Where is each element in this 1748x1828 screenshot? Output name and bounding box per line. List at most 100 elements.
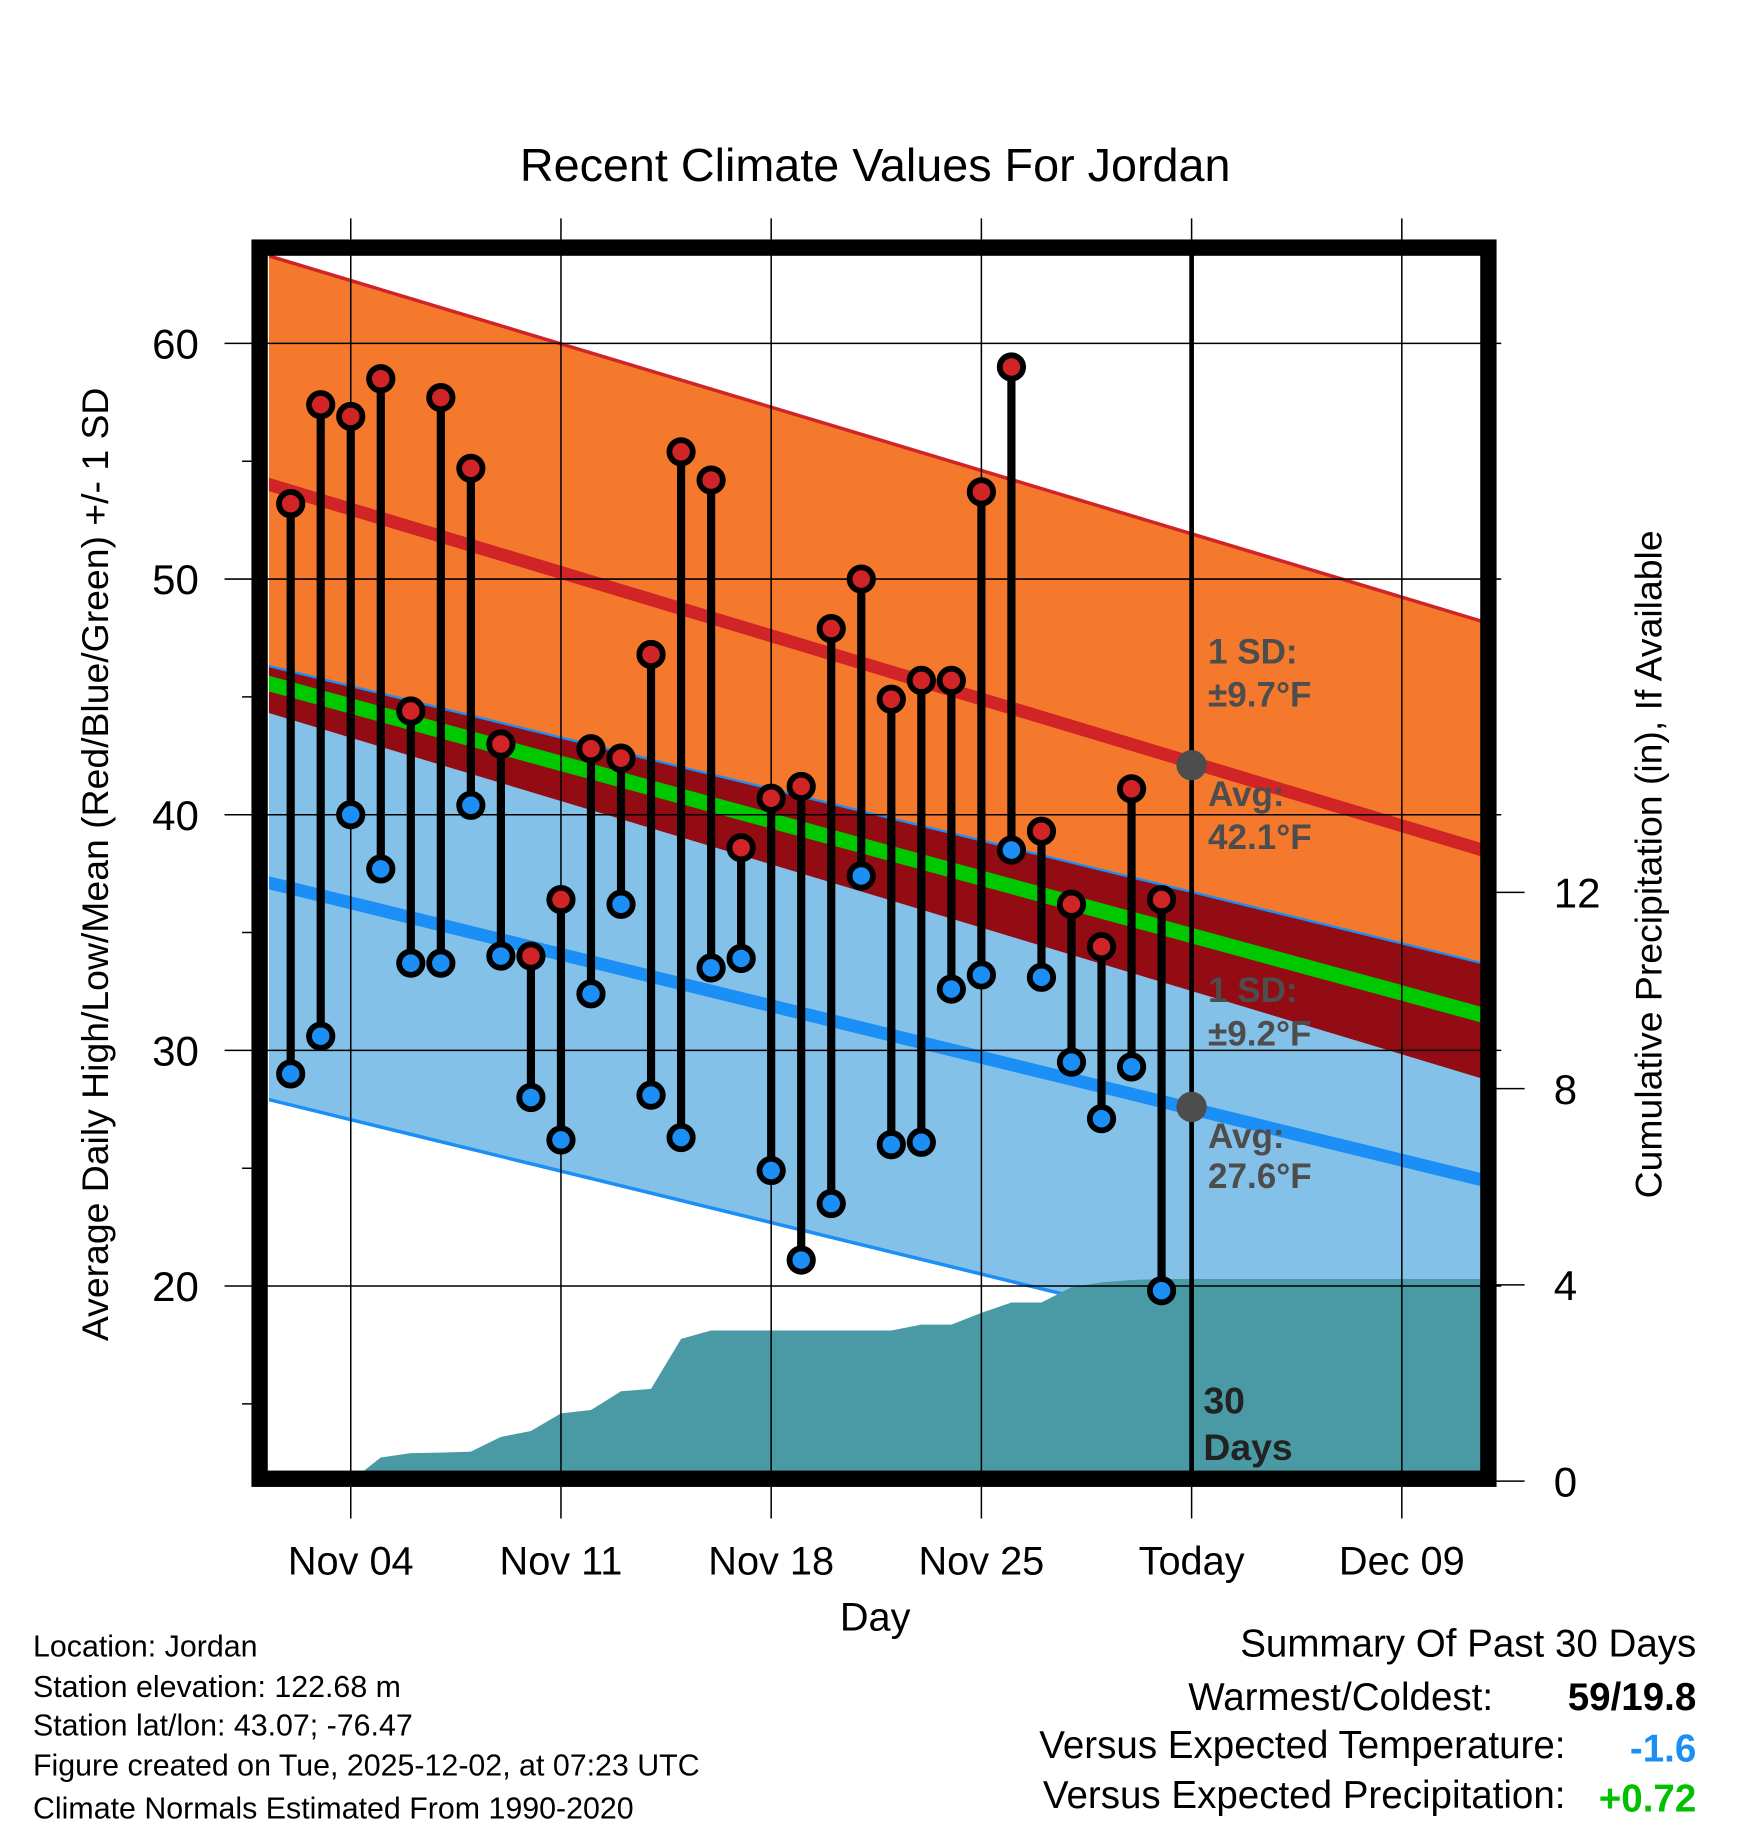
daily-low-point xyxy=(486,941,516,971)
daily-high-point xyxy=(726,833,756,863)
daily-low-point xyxy=(1026,962,1057,992)
warmest-value: 59/19.8 xyxy=(1568,1676,1697,1719)
x-tick-label: Nov 04 xyxy=(288,1540,414,1584)
daily-low-point xyxy=(306,1021,336,1051)
temp-anomaly-label: Versus Expected Temperature: xyxy=(1039,1724,1565,1767)
mean-line xyxy=(268,675,1482,1023)
daily-high-point xyxy=(576,734,606,764)
y2-tick-label: 12 xyxy=(1554,870,1601,917)
high-upper-sd-line xyxy=(268,254,1482,623)
daily-high-point xyxy=(426,383,456,413)
daily-high-point xyxy=(906,665,936,695)
today-high-avg-dot xyxy=(1176,750,1207,781)
y2-tick-label: 8 xyxy=(1554,1066,1577,1113)
mean-high-line xyxy=(268,477,1482,857)
daily-high-point xyxy=(366,364,396,394)
plot-frame xyxy=(251,239,1497,1487)
daily-low-point xyxy=(606,889,636,919)
low-avg-value: 27.6°F xyxy=(1208,1157,1312,1196)
high-sd-label: 1 SD: xyxy=(1208,632,1298,671)
y-tick-label: 40 xyxy=(152,792,199,839)
daily-low-point xyxy=(726,943,756,974)
high-avg-label: Avg: xyxy=(1208,775,1285,814)
daily-high-point xyxy=(516,941,546,971)
summary: Summary Of Past 30 Days Warmest/Coldest:… xyxy=(1039,1622,1696,1820)
precip-anomaly-value: +0.72 xyxy=(1599,1778,1697,1821)
days-count-label: 30 xyxy=(1203,1379,1245,1421)
daily-low-point xyxy=(906,1127,936,1157)
daily-high-point xyxy=(996,352,1027,382)
x-tick-label: Nov 18 xyxy=(708,1540,834,1584)
daily-high-point xyxy=(486,729,516,759)
daily-low-point xyxy=(846,861,876,891)
annotations: 1 SD: ±9.7°F Avg: 42.1°F 1 SD: ±9.2°F Av… xyxy=(1203,632,1311,1468)
daily-low-point xyxy=(1146,1276,1177,1306)
daily-low-point xyxy=(876,1130,906,1160)
daily-high-point xyxy=(456,453,486,483)
daily-high-point xyxy=(606,743,636,773)
daily-high-point xyxy=(1146,884,1177,915)
daily-high-point xyxy=(306,390,336,420)
daily-high-point xyxy=(1086,932,1117,962)
daily-low-point xyxy=(516,1082,546,1113)
x-tick-label: Today xyxy=(1139,1540,1245,1584)
y2-axis-label: Cumulative Precipitation (in), If Availa… xyxy=(1627,530,1669,1198)
daily-high-point xyxy=(846,564,876,594)
daily-high-point xyxy=(1056,889,1087,919)
y2-tick-label: 4 xyxy=(1554,1262,1577,1309)
daily-low-point xyxy=(966,960,996,990)
daily-low-point xyxy=(276,1059,306,1089)
daily-high-point xyxy=(666,437,696,467)
low-sd-label: 1 SD: xyxy=(1208,971,1298,1010)
daily-low-point xyxy=(636,1080,666,1110)
daily-high-point xyxy=(786,771,816,802)
y-axis-label: Average Daily High/Low/Mean (Red/Blue/Gr… xyxy=(74,388,116,1341)
station-info: Location: Jordan Station elevation: 122.… xyxy=(33,1630,700,1825)
daily-low-point xyxy=(786,1245,816,1275)
info-created: Figure created on Tue, 2025-12-02, at 07… xyxy=(33,1749,700,1782)
mean-low-line xyxy=(268,876,1482,1187)
temp-anomaly-value: -1.6 xyxy=(1630,1727,1696,1770)
low-sd-value: ±9.2°F xyxy=(1208,1014,1311,1053)
info-elevation: Station elevation: 122.68 m xyxy=(33,1671,401,1704)
daily-low-point xyxy=(366,854,396,884)
x-axis-label: Day xyxy=(840,1596,911,1640)
y2-tick-label: 0 xyxy=(1554,1458,1577,1505)
daily-low-point xyxy=(456,790,486,820)
daily-high-point xyxy=(936,665,966,695)
daily-high-point xyxy=(1026,816,1057,846)
info-location: Location: Jordan xyxy=(33,1630,257,1663)
y-tick-label: 60 xyxy=(152,321,199,368)
high-avg-value: 42.1°F xyxy=(1208,818,1312,857)
daily-high-point xyxy=(966,477,996,507)
today-low-avg-dot xyxy=(1176,1091,1207,1123)
daily-high-point xyxy=(696,465,726,495)
daily-low-point xyxy=(1116,1052,1147,1082)
summary-title: Summary Of Past 30 Days xyxy=(1240,1622,1696,1665)
daily-low-point xyxy=(546,1125,576,1155)
x-tick-label: Dec 09 xyxy=(1339,1540,1465,1584)
high-sd-value: ±9.7°F xyxy=(1208,676,1311,715)
y-tick-label: 50 xyxy=(152,556,199,603)
daily-low-point xyxy=(936,974,966,1004)
info-normals: Climate Normals Estimated From 1990-2020 xyxy=(33,1793,634,1826)
daily-low-point xyxy=(1056,1047,1087,1077)
daily-low-point xyxy=(396,948,426,978)
daily-high-point xyxy=(336,401,366,432)
daily-high-point xyxy=(876,684,906,714)
warmest-label: Warmest/Coldest: xyxy=(1188,1676,1493,1719)
daily-low-point xyxy=(426,948,456,978)
info-latlon: Station lat/lon: 43.07; -76.47 xyxy=(33,1710,413,1743)
axes: Nov 04 Nov 11 Nov 18 Nov 25 Today Dec 09 20 30 4… xyxy=(152,321,1600,1584)
daily-low-point xyxy=(756,1155,786,1186)
low-avg-label: Avg: xyxy=(1208,1117,1285,1156)
data-marks xyxy=(276,254,1207,1472)
daily-low-point xyxy=(996,835,1027,865)
x-tick-label: Nov 25 xyxy=(918,1540,1044,1584)
daily-high-point xyxy=(636,639,666,670)
daily-low-point xyxy=(576,979,606,1009)
daily-low-point xyxy=(1086,1104,1117,1134)
y-tick-label: 20 xyxy=(152,1263,199,1310)
